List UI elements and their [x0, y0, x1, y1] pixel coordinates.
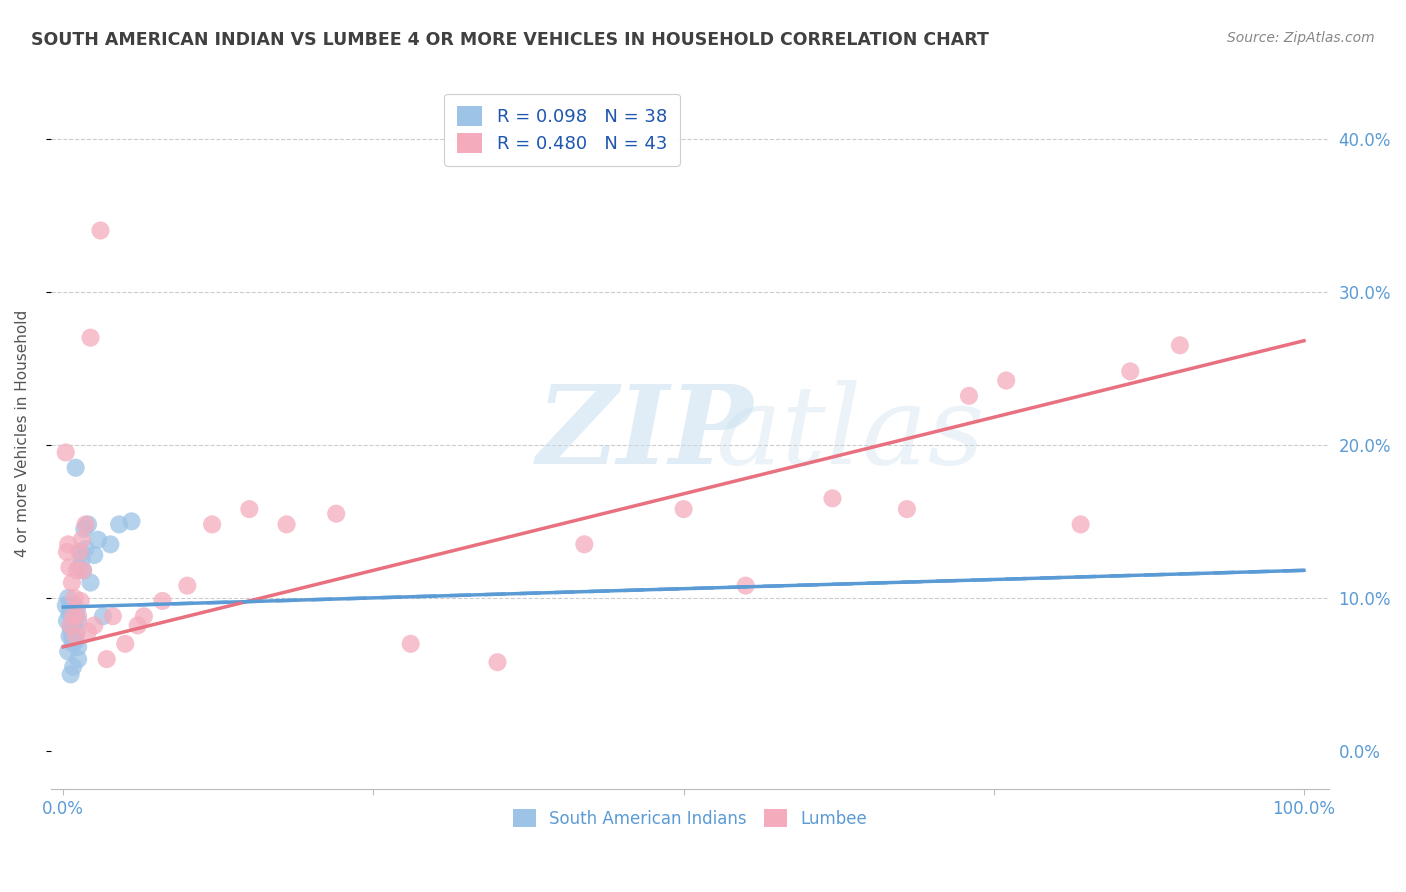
Point — [70, 552, 93, 566]
Point — [114, 637, 136, 651]
Point — [101, 609, 124, 624]
Point — [63, 599, 86, 613]
Point — [62, 609, 84, 624]
Point — [60, 629, 83, 643]
Point — [58, 606, 80, 620]
Point — [66, 563, 89, 577]
Point — [55, 599, 77, 613]
Point — [73, 522, 96, 536]
Point — [55, 445, 77, 459]
Point — [100, 537, 122, 551]
Point — [83, 548, 105, 562]
Point — [127, 618, 149, 632]
Point — [58, 591, 80, 605]
Point — [58, 629, 80, 643]
Point — [238, 502, 260, 516]
Text: SOUTH AMERICAN INDIAN VS LUMBEE 4 OR MORE VEHICLES IN HOUSEHOLD CORRELATION CHAR: SOUTH AMERICAN INDIAN VS LUMBEE 4 OR MOR… — [31, 31, 988, 49]
Text: ZIP: ZIP — [537, 380, 754, 487]
Legend: South American Indians, Lumbee: South American Indians, Lumbee — [506, 802, 873, 834]
Point — [72, 563, 94, 577]
Point — [62, 659, 84, 673]
Point — [67, 560, 90, 574]
Point — [89, 223, 111, 237]
Point — [83, 618, 105, 632]
Point — [152, 594, 174, 608]
Point — [574, 537, 596, 551]
Point — [63, 591, 86, 605]
Point — [69, 594, 91, 608]
Point — [65, 609, 87, 624]
Point — [79, 331, 101, 345]
Point — [72, 563, 94, 577]
Point — [77, 624, 100, 639]
Point — [58, 560, 80, 574]
Point — [1119, 364, 1142, 378]
Point — [62, 609, 84, 624]
Point — [91, 609, 114, 624]
Point — [108, 517, 131, 532]
Point — [65, 460, 87, 475]
Point — [176, 579, 198, 593]
Point — [70, 533, 93, 547]
Point — [486, 655, 509, 669]
Point — [58, 644, 80, 658]
Point — [66, 603, 89, 617]
Point — [1168, 338, 1191, 352]
Point — [672, 502, 695, 516]
Point — [67, 640, 90, 654]
Point — [995, 374, 1018, 388]
Point — [67, 545, 90, 559]
Point — [1070, 517, 1092, 532]
Point — [60, 606, 83, 620]
Point — [66, 624, 89, 639]
Point — [121, 514, 143, 528]
Point — [59, 667, 82, 681]
Point — [59, 622, 82, 636]
Point — [59, 599, 82, 613]
Point — [77, 517, 100, 532]
Y-axis label: 4 or more Vehicles in Household: 4 or more Vehicles in Household — [15, 310, 30, 557]
Text: Source: ZipAtlas.com: Source: ZipAtlas.com — [1227, 31, 1375, 45]
Point — [56, 614, 79, 628]
Text: atlas: atlas — [716, 380, 986, 487]
Point — [821, 491, 844, 506]
Point — [69, 545, 91, 559]
Point — [67, 609, 90, 624]
Point — [96, 652, 118, 666]
Point — [65, 633, 87, 648]
Point — [67, 652, 90, 666]
Point — [60, 575, 83, 590]
Point — [65, 629, 87, 643]
Point — [734, 579, 756, 593]
Point — [79, 575, 101, 590]
Point — [399, 637, 422, 651]
Point — [201, 517, 224, 532]
Point — [56, 545, 79, 559]
Point — [67, 614, 90, 628]
Point — [75, 517, 97, 532]
Point — [63, 618, 86, 632]
Point — [325, 507, 347, 521]
Point — [87, 533, 110, 547]
Point — [58, 537, 80, 551]
Point — [957, 389, 980, 403]
Point — [896, 502, 918, 516]
Point — [132, 609, 155, 624]
Point — [75, 541, 97, 556]
Point — [59, 618, 82, 632]
Point — [276, 517, 298, 532]
Point — [62, 637, 84, 651]
